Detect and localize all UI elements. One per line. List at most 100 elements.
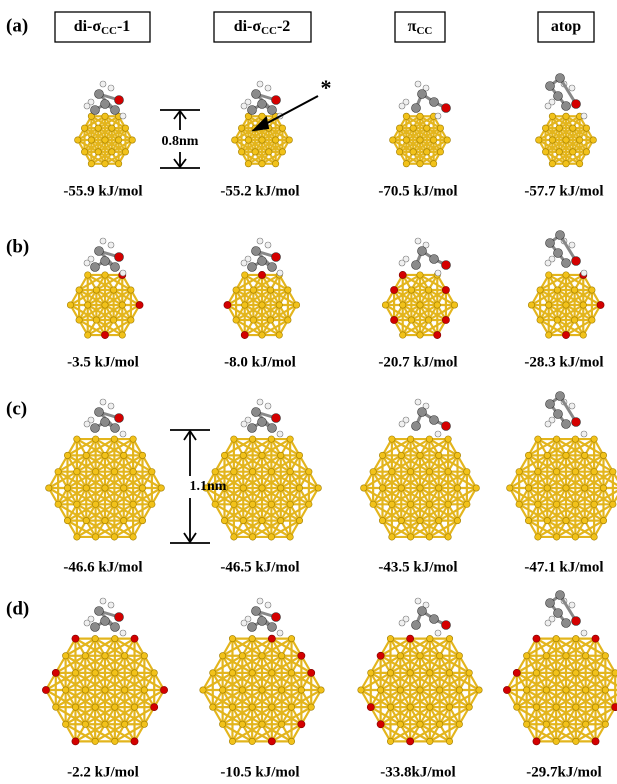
bond: [123, 470, 153, 489]
hydrogen-atom: [256, 80, 264, 88]
oxygen-atom: [512, 668, 521, 677]
hydrogen-atom: [264, 84, 272, 92]
hydrogen-atom: [99, 237, 107, 245]
bond: [419, 150, 442, 165]
gold-atom: [562, 136, 570, 144]
gold-atom: [66, 301, 74, 309]
bond: [97, 139, 120, 153]
gold-atom: [64, 517, 72, 525]
gold-atom: [409, 148, 417, 156]
gold-atom: [258, 136, 266, 144]
hydrogen-atom: [580, 430, 588, 438]
hydrogen-atom: [398, 420, 406, 428]
gold-atom: [221, 517, 229, 525]
gold-atom: [92, 316, 100, 324]
gold-atom: [396, 148, 404, 156]
hydrogen-atom: [107, 402, 115, 410]
bond: [261, 706, 293, 726]
bond: [593, 489, 617, 506]
gold-atom: [305, 500, 313, 508]
bond: [398, 139, 421, 153]
carbon-atom: [257, 417, 267, 427]
carbon-atom: [90, 105, 100, 115]
gold-atom: [258, 720, 266, 728]
energy-label: -20.7 kJ/mol: [378, 354, 457, 370]
gold-atom: [599, 451, 607, 459]
bond: [585, 706, 616, 726]
bond: [223, 438, 254, 457]
gold-atom: [572, 669, 580, 677]
gold-atom: [416, 160, 424, 168]
gold-atom: [453, 451, 461, 459]
bond: [242, 503, 272, 522]
gold-atom: [94, 124, 102, 132]
gold-atom: [211, 500, 219, 508]
bond: [233, 519, 263, 538]
bond: [419, 671, 451, 691]
bond: [241, 706, 273, 726]
bond: [97, 115, 120, 130]
bond: [205, 470, 235, 489]
bond: [544, 115, 567, 130]
gold-atom: [101, 271, 109, 279]
bond: [535, 654, 567, 674]
bond: [124, 706, 155, 726]
bond: [55, 689, 86, 709]
gold-atom: [110, 533, 118, 541]
carbon-atom: [417, 407, 427, 417]
bond: [83, 139, 106, 153]
hydrogen-atom: [414, 597, 422, 605]
bond: [584, 470, 614, 489]
bond: [428, 487, 459, 506]
hydrogen-atom: [99, 597, 107, 605]
carbon-atom: [545, 598, 555, 608]
oxygen-atom: [271, 252, 281, 262]
bond: [419, 289, 447, 306]
gold-atom: [111, 737, 119, 745]
bond: [104, 438, 134, 457]
oxygen-atom: [271, 95, 281, 105]
bond: [281, 671, 312, 691]
gold-atom: [148, 468, 156, 476]
gold-atom: [582, 686, 590, 694]
bond: [48, 470, 78, 489]
hydrogen-atom: [244, 255, 252, 263]
gold-atom: [582, 124, 590, 132]
header-box: [213, 11, 312, 43]
hydrogen-atom: [544, 420, 552, 428]
gold-atom: [118, 331, 126, 339]
gold-atom: [543, 451, 551, 459]
bond: [231, 723, 263, 743]
gold-atom: [244, 160, 252, 168]
gold-atom: [455, 652, 463, 660]
gold-atom: [416, 451, 424, 459]
gold-atom: [241, 271, 249, 279]
gold-atom: [562, 160, 570, 168]
carbon-atom: [94, 606, 104, 616]
gold-atom: [396, 124, 404, 132]
gold-atom: [582, 652, 590, 660]
gold-atom: [121, 720, 129, 728]
gold-atom: [436, 686, 444, 694]
oxygen-atom: [376, 720, 385, 729]
gold-atom: [545, 331, 553, 339]
gold-atom: [542, 124, 550, 132]
gold-atom: [406, 669, 414, 677]
bond: [247, 150, 270, 165]
bond: [585, 671, 616, 691]
carbon-atom: [417, 246, 427, 256]
gold-atom: [265, 148, 273, 156]
gold-atom: [71, 703, 79, 711]
bond: [94, 654, 126, 674]
hydrogen-atom: [422, 84, 430, 92]
gold-atom: [62, 686, 70, 694]
gold-atom: [139, 517, 147, 525]
bond: [400, 503, 430, 522]
bond: [419, 127, 442, 141]
gold-atom: [284, 316, 292, 324]
gold-atom: [609, 500, 617, 508]
bond: [214, 454, 244, 473]
oxygen-atom: [441, 620, 451, 630]
gold-atom: [592, 669, 600, 677]
carbon-atom: [555, 391, 565, 401]
